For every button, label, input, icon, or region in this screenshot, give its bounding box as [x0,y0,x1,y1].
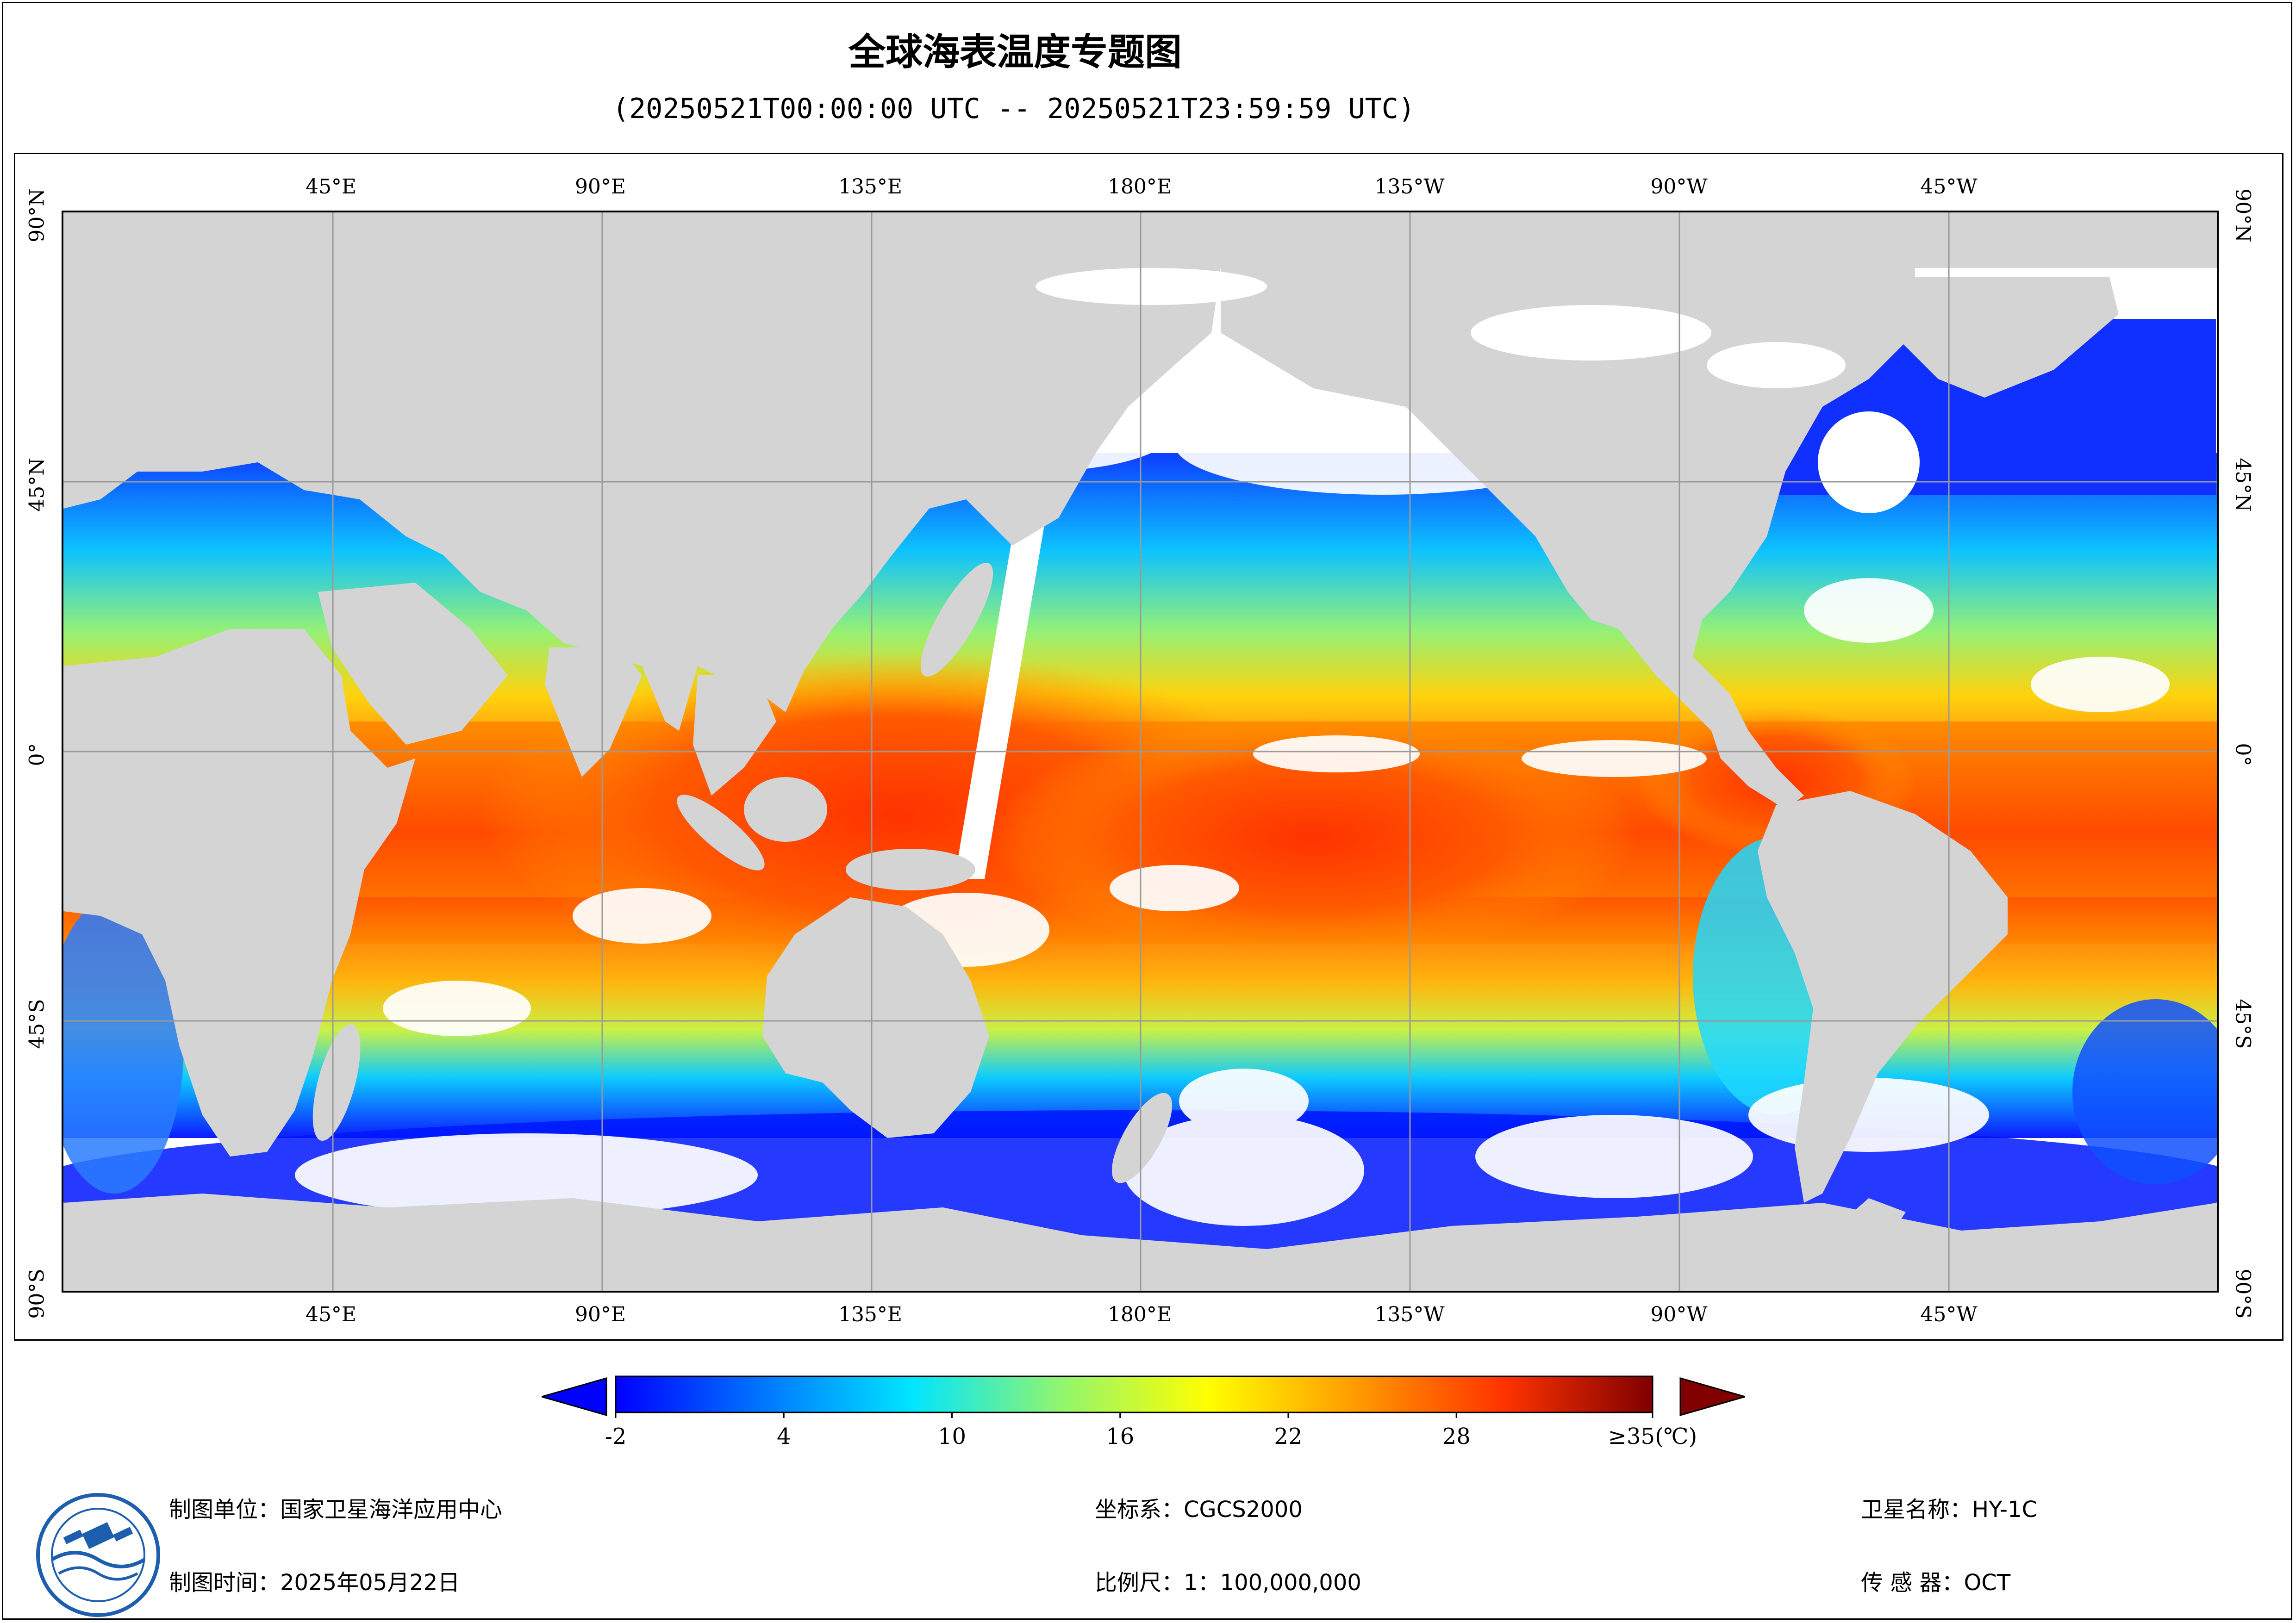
nsoas-logo-icon [33,1490,163,1620]
colorbar-label: -2 [605,1424,627,1449]
lon-label-bottom-90e: 90°E [574,1303,626,1326]
map-frame [14,153,2284,1341]
lat-label-right-45s: 45°S [2231,999,2255,1049]
lon-label-top-45w: 45°W [1920,175,1978,199]
sst-map-svg [63,212,2217,1291]
satellite-text: 卫星名称：HY-1C [1861,1497,2038,1523]
land-india [545,647,642,777]
lon-label-bottom-180e: 180°E [1107,1303,1172,1326]
lon-label-bottom-45w: 45°W [1920,1303,1978,1326]
colorbar-label: 10 [937,1424,967,1449]
date-text: 制图时间：2025年05月22日 [169,1570,460,1596]
map-title: 全球海表温度专题图 [849,31,1182,74]
land-scandinavia [137,286,323,425]
scale-text: 比例尺：1：100,000,000 [1095,1570,1361,1596]
colorbar-svg [542,1375,1745,1418]
land-arabia [318,583,508,745]
time-range-subtitle: (20250521T00:00:00 UTC -- 20250521T23:59… [612,93,1415,125]
lon-label-bottom-45e: 45°E [305,1303,357,1326]
land-madagascar [312,1024,361,1141]
lon-label-bottom-90w: 90°W [1650,1303,1708,1326]
colorbar-bar [615,1375,1653,1413]
land-sumatra [677,795,765,871]
org-text: 制图单位：国家卫星海洋应用中心 [169,1497,503,1523]
colorbar-over-arrow [1679,1377,1745,1416]
sensor-text: 传 感 器：OCT [1861,1570,2011,1596]
lat-label-right-90s: 90°S [2231,1269,2255,1319]
crs-text: 坐标系：CGCS2000 [1095,1497,1303,1523]
lon-label-top-135e: 135°E [838,175,903,199]
land-central-america [1711,731,1804,809]
colorbar-ticks [615,1412,1653,1418]
colorbar-label: 16 [1106,1424,1135,1449]
land-south-america [1758,791,2008,1203]
sst-map [62,211,2219,1293]
land-antarctic-peninsula [1832,1198,1906,1254]
land-new-guinea [846,849,975,890]
sst-sw-atlantic-cold [2072,999,2217,1184]
land-africa [63,629,415,1157]
graticule [63,212,2217,1291]
lon-label-top-90e: 90°E [574,175,626,199]
colorbar-label: ≥35(℃) [1608,1424,1697,1449]
sea-ice [1036,268,1920,513]
lat-label-right-0: 0° [2231,743,2255,766]
lat-label-right-45n: 45°N [2231,458,2255,512]
land-new-zealand [1112,1093,1172,1183]
lon-label-top-135w: 135°W [1374,175,1445,199]
colorbar-legend: -2 4 10 16 22 28 ≥35(℃) [542,1374,1745,1449]
lat-label-left-0: 0° [25,743,49,766]
colorbar-label: 4 [776,1424,791,1449]
swath-gap [955,522,1045,879]
colorbar-under-arrow [542,1377,607,1416]
lat-label-right-90n: 90°N [2231,188,2255,243]
lon-label-bottom-135e: 135°E [838,1303,903,1326]
colorbar-label: 28 [1442,1424,1471,1449]
land-greenland [1869,277,2119,398]
lon-label-bottom-135w: 135°W [1374,1303,1445,1326]
lon-label-top-45e: 45°E [305,175,357,199]
lon-label-top-90w: 90°W [1650,175,1708,199]
lat-label-left-90n: 90°N [25,188,49,243]
lat-label-left-45n: 45°N [25,458,49,512]
land-japan [920,563,993,677]
lat-label-left-90s: 90°S [25,1269,49,1319]
lat-label-left-45s: 45°S [25,999,49,1049]
sst-benguela-cold [63,897,184,1194]
land-australia [762,897,989,1138]
colorbar-label: 22 [1274,1424,1303,1449]
land-se-asia [693,675,776,796]
land-borneo [744,777,827,842]
lon-label-top-180e: 180°E [1107,175,1172,199]
